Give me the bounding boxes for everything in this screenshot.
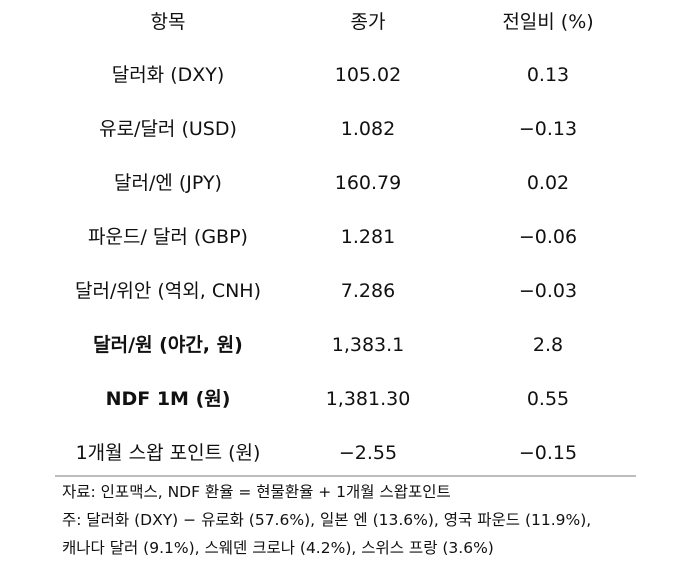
change-cell: 0.13 [526,64,570,86]
close-cell: 1.082 [340,118,396,140]
change-cell: 0.02 [526,172,570,194]
header-cell: 항목 [150,11,186,33]
change-cell: −0.06 [518,226,578,248]
close-cell: 7.286 [340,280,396,302]
change-cell: −0.13 [518,118,578,140]
header-cell: 종가 [350,11,386,33]
footnote: 주: 달러화 (DXY) − 유로화 (57.6%), 일본 엔 (13.6%)… [62,511,592,529]
item-cell: 달러/엔 (JPY) [114,172,222,194]
close-cell: 1.281 [340,226,396,248]
close-cell: 1,383.1 [331,334,405,356]
footnote: 캐나다 달러 (9.1%), 스웨덴 크로나 (4.2%), 스위스 프랑 (3… [62,539,494,557]
item-cell: 달러/원 (야간, 원) [93,334,243,356]
header-cell: 전일비 (%) [502,11,594,33]
close-cell: −2.55 [338,442,398,464]
item-cell: 달러/위안 (역외, CNH) [75,280,261,302]
source-note: 자료: 인포맥스, NDF 환율 = 현물환율 + 1개월 스왑포인트 [62,483,451,501]
close-cell: 1,381.30 [325,388,411,410]
divider [55,475,636,477]
close-cell: 160.79 [334,172,402,194]
close-cell: 105.02 [334,64,402,86]
item-cell: 달러화 (DXY) [111,64,225,86]
change-cell: 2.8 [532,334,564,356]
item-cell: 유로/달러 (USD) [99,118,237,140]
change-cell: 0.55 [526,388,570,410]
item-cell: 1개월 스왑 포인트 (원) [75,442,261,464]
item-cell: 파운드/ 달러 (GBP) [88,226,248,248]
change-cell: −0.15 [518,442,578,464]
item-cell: NDF 1M (원) [105,388,231,410]
change-cell: −0.03 [518,280,578,302]
